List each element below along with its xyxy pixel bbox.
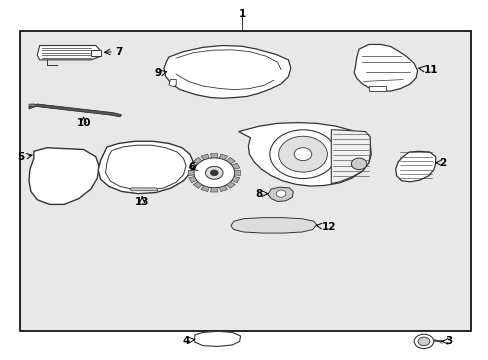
Circle shape (294, 148, 311, 161)
Text: 13: 13 (135, 197, 149, 207)
Circle shape (417, 337, 429, 346)
Text: 3: 3 (445, 336, 452, 346)
Polygon shape (168, 80, 176, 87)
Circle shape (269, 130, 335, 179)
Polygon shape (193, 157, 202, 164)
Polygon shape (231, 177, 239, 183)
Text: 7: 7 (115, 46, 122, 57)
Polygon shape (188, 170, 194, 176)
Polygon shape (201, 186, 209, 192)
Text: 11: 11 (423, 64, 438, 75)
Polygon shape (105, 145, 185, 190)
Circle shape (193, 158, 234, 188)
Polygon shape (226, 157, 235, 164)
Polygon shape (201, 154, 209, 160)
Circle shape (276, 190, 285, 197)
Polygon shape (37, 45, 101, 60)
Bar (20, 31, 470, 330)
Polygon shape (29, 148, 99, 204)
Polygon shape (188, 163, 196, 169)
Text: 10: 10 (76, 118, 91, 128)
Polygon shape (238, 123, 370, 186)
Polygon shape (219, 186, 227, 192)
Text: 4: 4 (182, 336, 189, 346)
Circle shape (205, 166, 223, 179)
Text: 5: 5 (17, 152, 24, 162)
Text: 6: 6 (188, 162, 195, 172)
Polygon shape (130, 188, 158, 191)
Polygon shape (230, 218, 316, 233)
Polygon shape (210, 154, 218, 158)
Polygon shape (353, 44, 417, 91)
Polygon shape (193, 182, 202, 188)
Polygon shape (29, 104, 122, 117)
Circle shape (413, 334, 433, 348)
Polygon shape (29, 104, 36, 107)
Polygon shape (267, 187, 293, 202)
Polygon shape (226, 182, 235, 188)
Polygon shape (98, 141, 193, 194)
Polygon shape (194, 331, 240, 346)
Polygon shape (219, 154, 227, 160)
Polygon shape (368, 86, 385, 91)
Polygon shape (163, 45, 290, 98)
Text: 1: 1 (238, 9, 245, 19)
Text: 9: 9 (154, 68, 161, 78)
Circle shape (210, 170, 218, 176)
Circle shape (278, 136, 327, 172)
Polygon shape (395, 151, 435, 182)
Polygon shape (231, 163, 239, 169)
Text: 8: 8 (255, 189, 263, 199)
Polygon shape (234, 170, 240, 176)
Polygon shape (91, 50, 101, 56)
Polygon shape (210, 188, 218, 192)
Text: 12: 12 (321, 222, 335, 231)
Circle shape (350, 158, 366, 170)
Text: 2: 2 (439, 158, 446, 168)
Polygon shape (188, 177, 196, 183)
Polygon shape (330, 130, 369, 184)
